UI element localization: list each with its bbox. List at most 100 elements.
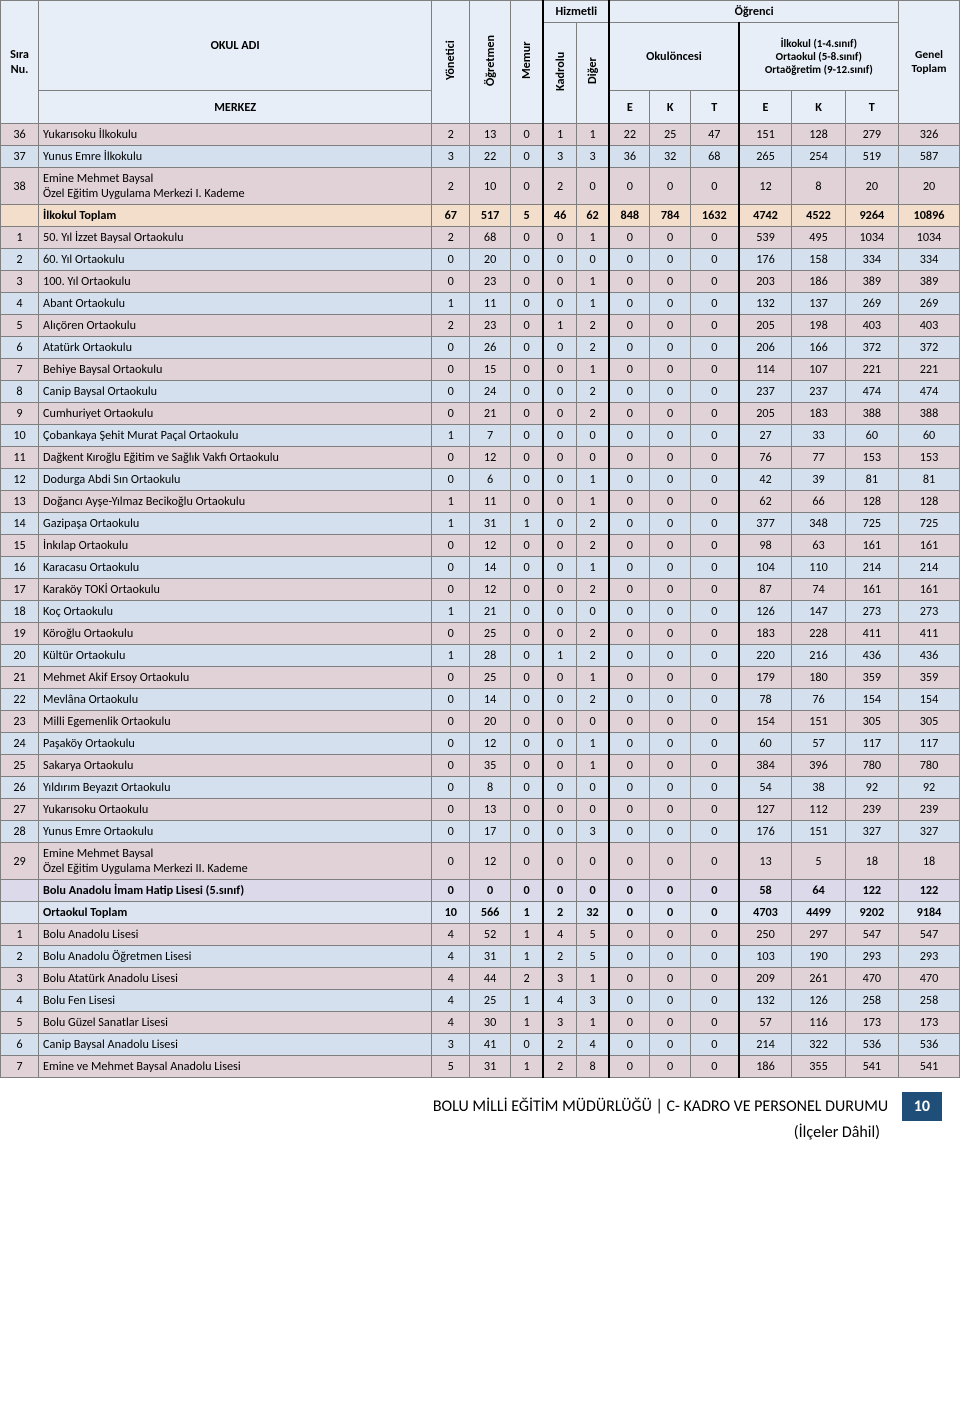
row-number: 8 <box>1 381 39 403</box>
data-cell: 0 <box>543 535 576 557</box>
data-cell: 0 <box>510 1034 543 1056</box>
data-cell: 66 <box>792 491 845 513</box>
header-sira: Sıra Nu. <box>1 1 39 124</box>
data-cell: 0 <box>609 924 650 946</box>
data-cell: 128 <box>899 491 960 513</box>
table-row: 4Bolu Fen Lisesi425143000132126258258 <box>1 990 960 1012</box>
data-cell: 0 <box>650 968 691 990</box>
data-cell: 2 <box>576 623 609 645</box>
data-cell: 147 <box>792 601 845 623</box>
row-number: 25 <box>1 755 39 777</box>
data-cell: 269 <box>899 293 960 315</box>
data-cell: 0 <box>609 491 650 513</box>
table-row: 8Canip Baysal Ortaokulu02400200023723747… <box>1 381 960 403</box>
data-cell: 0 <box>690 755 738 777</box>
data-cell: 92 <box>845 777 898 799</box>
school-name: Bolu Anadolu Lisesi <box>39 924 432 946</box>
table-row: Bolu Anadolu İmam Hatip Lisesi (5.sınıf)… <box>1 880 960 902</box>
data-cell: 0 <box>690 535 738 557</box>
data-cell: 0 <box>432 337 470 359</box>
data-cell: 0 <box>650 337 691 359</box>
data-cell: 4703 <box>739 902 792 924</box>
data-cell: 0 <box>576 249 609 271</box>
data-cell: 4522 <box>792 205 845 227</box>
data-cell: 1 <box>432 293 470 315</box>
table-row: 28Yunus Emre Ortaokulu017003000176151327… <box>1 821 960 843</box>
data-cell: 60 <box>845 425 898 447</box>
data-cell: 0 <box>576 777 609 799</box>
data-cell: 12 <box>470 733 511 755</box>
data-cell: 0 <box>650 168 691 205</box>
data-cell: 0 <box>690 168 738 205</box>
data-cell: 18 <box>899 843 960 880</box>
data-cell: 389 <box>845 271 898 293</box>
data-cell: 0 <box>510 168 543 205</box>
header-memur: Memur <box>510 1 543 124</box>
data-cell: 173 <box>845 1012 898 1034</box>
data-cell: 153 <box>845 447 898 469</box>
data-cell: 21 <box>470 601 511 623</box>
data-cell: 0 <box>650 843 691 880</box>
data-cell: 0 <box>510 821 543 843</box>
data-cell: 92 <box>899 777 960 799</box>
data-cell: 0 <box>609 337 650 359</box>
data-cell: 541 <box>845 1056 898 1078</box>
school-name: Doğancı Ayşe-Yılmaz Becikoğlu Ortaokulu <box>39 491 432 513</box>
data-cell: 258 <box>899 990 960 1012</box>
table-body: 36Yukarısoku İlkokulu2130112225471511282… <box>1 124 960 1078</box>
data-cell: 0 <box>690 924 738 946</box>
data-cell: 0 <box>543 513 576 535</box>
footer-text: BOLU MİLLİ EĞİTİM MÜDÜRLÜĞÜ | C- KADRO V… <box>433 1097 888 1116</box>
row-number: 38 <box>1 168 39 205</box>
data-cell: 359 <box>899 667 960 689</box>
data-cell: 0 <box>543 755 576 777</box>
data-cell: 31 <box>470 946 511 968</box>
row-number: 16 <box>1 557 39 579</box>
data-cell: 0 <box>690 733 738 755</box>
data-cell: 203 <box>739 271 792 293</box>
data-cell: 0 <box>510 359 543 381</box>
data-cell: 0 <box>510 535 543 557</box>
data-cell: 103 <box>739 946 792 968</box>
data-cell: 161 <box>845 579 898 601</box>
data-cell: 3 <box>432 146 470 168</box>
school-name: Mehmet Akif Ersoy Ortaokulu <box>39 667 432 689</box>
data-cell: 1 <box>543 124 576 146</box>
row-number: 27 <box>1 799 39 821</box>
data-cell: 0 <box>432 557 470 579</box>
data-cell: 64 <box>792 880 845 902</box>
data-cell: 0 <box>576 880 609 902</box>
data-cell: 81 <box>899 469 960 491</box>
data-cell: 0 <box>609 843 650 880</box>
data-cell: 10 <box>432 902 470 924</box>
data-cell: 519 <box>845 146 898 168</box>
data-cell: 47 <box>690 124 738 146</box>
data-cell: 183 <box>739 623 792 645</box>
data-cell: 0 <box>690 711 738 733</box>
data-cell: 30 <box>470 1012 511 1034</box>
data-cell: 0 <box>650 799 691 821</box>
data-cell: 0 <box>650 513 691 535</box>
school-name: Yunus Emre Ortaokulu <box>39 821 432 843</box>
data-cell: 0 <box>543 667 576 689</box>
data-cell: 0 <box>650 359 691 381</box>
data-cell: 0 <box>609 227 650 249</box>
data-cell: 116 <box>792 1012 845 1034</box>
data-cell: 0 <box>609 755 650 777</box>
data-cell: 0 <box>543 491 576 513</box>
school-name: 50. Yıl İzzet Baysal Ortaokulu <box>39 227 432 249</box>
data-cell: 1 <box>576 271 609 293</box>
header-yonetici: Yönetici <box>432 1 470 124</box>
data-cell: 137 <box>792 293 845 315</box>
data-cell: 0 <box>650 733 691 755</box>
header-merkez: MERKEZ <box>39 91 432 124</box>
school-name: Milli Egemenlik Ortaokulu <box>39 711 432 733</box>
data-cell: 384 <box>739 755 792 777</box>
header-ogrenci: Öğrenci <box>609 1 898 23</box>
row-number: 9 <box>1 403 39 425</box>
data-cell: 4 <box>432 968 470 990</box>
school-name: Emine Mehmet Baysal Özel Eğitim Uygulama… <box>39 843 432 880</box>
school-name: Emine ve Mehmet Baysal Anadolu Lisesi <box>39 1056 432 1078</box>
data-cell: 1 <box>510 902 543 924</box>
data-cell: 4 <box>543 924 576 946</box>
